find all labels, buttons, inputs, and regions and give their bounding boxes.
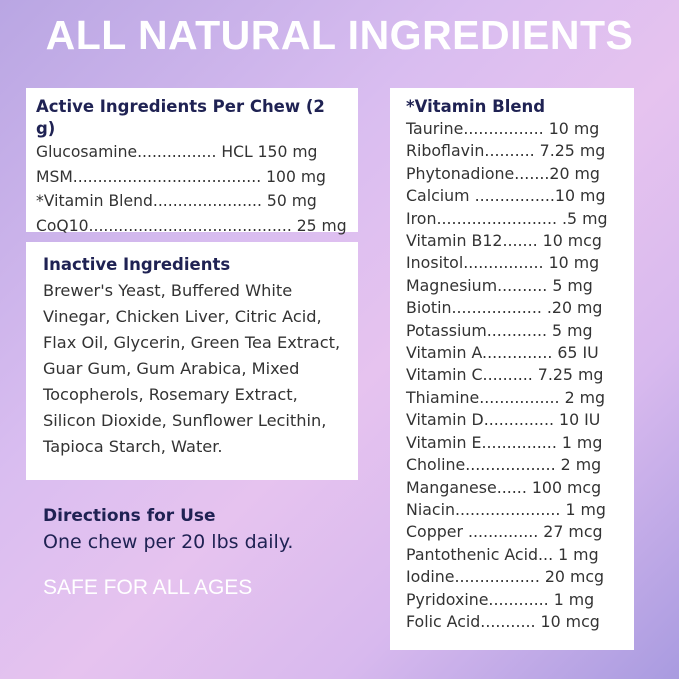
ingredient-line: Biotin.................. .20 mg bbox=[406, 298, 603, 318]
vitamin-blend-panel: *Vitamin Blend Taurine................ 1… bbox=[390, 88, 634, 650]
ingredient-line: Vitamin C.......... 7.25 mg bbox=[406, 365, 604, 385]
ingredient-line: Glucosamine................ HCL 150 mg bbox=[36, 143, 318, 161]
ingredient-line: Pyridoxine............ 1 mg bbox=[406, 589, 595, 609]
ingredient-line: *Vitamin Blend...................... 50 … bbox=[36, 192, 317, 210]
ingredient-line: Iodine................. 20 mcg bbox=[406, 567, 605, 587]
inactive-heading: Inactive Ingredients bbox=[43, 255, 231, 274]
ingredient-line: Thiamine................ 2 mg bbox=[406, 387, 606, 407]
ingredient-line: Inositol................ 10 mg bbox=[406, 253, 600, 273]
page-title: ALL NATURAL INGREDIENTS bbox=[45, 12, 634, 58]
ingredient-line: Calcium ................10 mg bbox=[406, 186, 606, 206]
ingredient-line: Folic Acid........... 10 mcg bbox=[406, 611, 600, 631]
ingredient-line: Vitamin E............... 1 mg bbox=[406, 432, 603, 452]
active-heading: Active Ingredients Per Chew (2 g) bbox=[36, 97, 325, 138]
inactive-text: Brewer's Yeast, Buffered White Vinegar, … bbox=[43, 281, 341, 456]
ingredient-line: Pantothenic Acid... 1 mg bbox=[406, 544, 599, 564]
active-ingredients-panel: Active Ingredients Per Chew (2 g) Glucos… bbox=[26, 88, 358, 235]
ingredient-line: Choline.................. 2 mg bbox=[406, 455, 602, 475]
ingredient-line: Magnesium.......... 5 mg bbox=[406, 275, 593, 295]
ingredient-line: Vitamin B12....... 10 mcg bbox=[406, 231, 602, 251]
ingredient-line: Vitamin D.............. 10 IU bbox=[406, 410, 601, 430]
safe-for-all-ages: SAFE FOR ALL AGES bbox=[43, 576, 253, 599]
ingredient-line: CoQ10...................................… bbox=[36, 216, 347, 235]
inactive-ingredients-panel: Inactive Ingredients Brewer's Yeast, Buf… bbox=[26, 242, 358, 480]
ingredient-line: Potassium............ 5 mg bbox=[406, 320, 593, 340]
ingredient-line: Iron........................ .5 mg bbox=[406, 208, 608, 228]
ingredient-line: Manganese...... 100 mcg bbox=[406, 477, 602, 497]
ingredient-line: Vitamin A.............. 65 IU bbox=[406, 343, 599, 363]
directions: Directions for Use One chew per 20 lbs d… bbox=[43, 505, 293, 553]
ingredient-line: Copper .............. 27 mcg bbox=[406, 522, 603, 542]
ingredient-line: MSM.....................................… bbox=[36, 167, 326, 186]
ingredient-line: Riboflavin.......... 7.25 mg bbox=[406, 141, 606, 161]
directions-text: One chew per 20 lbs daily. bbox=[43, 531, 294, 553]
ingredient-line: Taurine................ 10 mg bbox=[406, 119, 600, 138]
ingredient-line: Niacin..................... 1 mg bbox=[406, 499, 606, 519]
vitamin-heading: *Vitamin Blend bbox=[406, 97, 546, 116]
directions-heading: Directions for Use bbox=[43, 506, 216, 526]
ingredient-line: Phytonadione.......20 mg bbox=[406, 163, 600, 183]
